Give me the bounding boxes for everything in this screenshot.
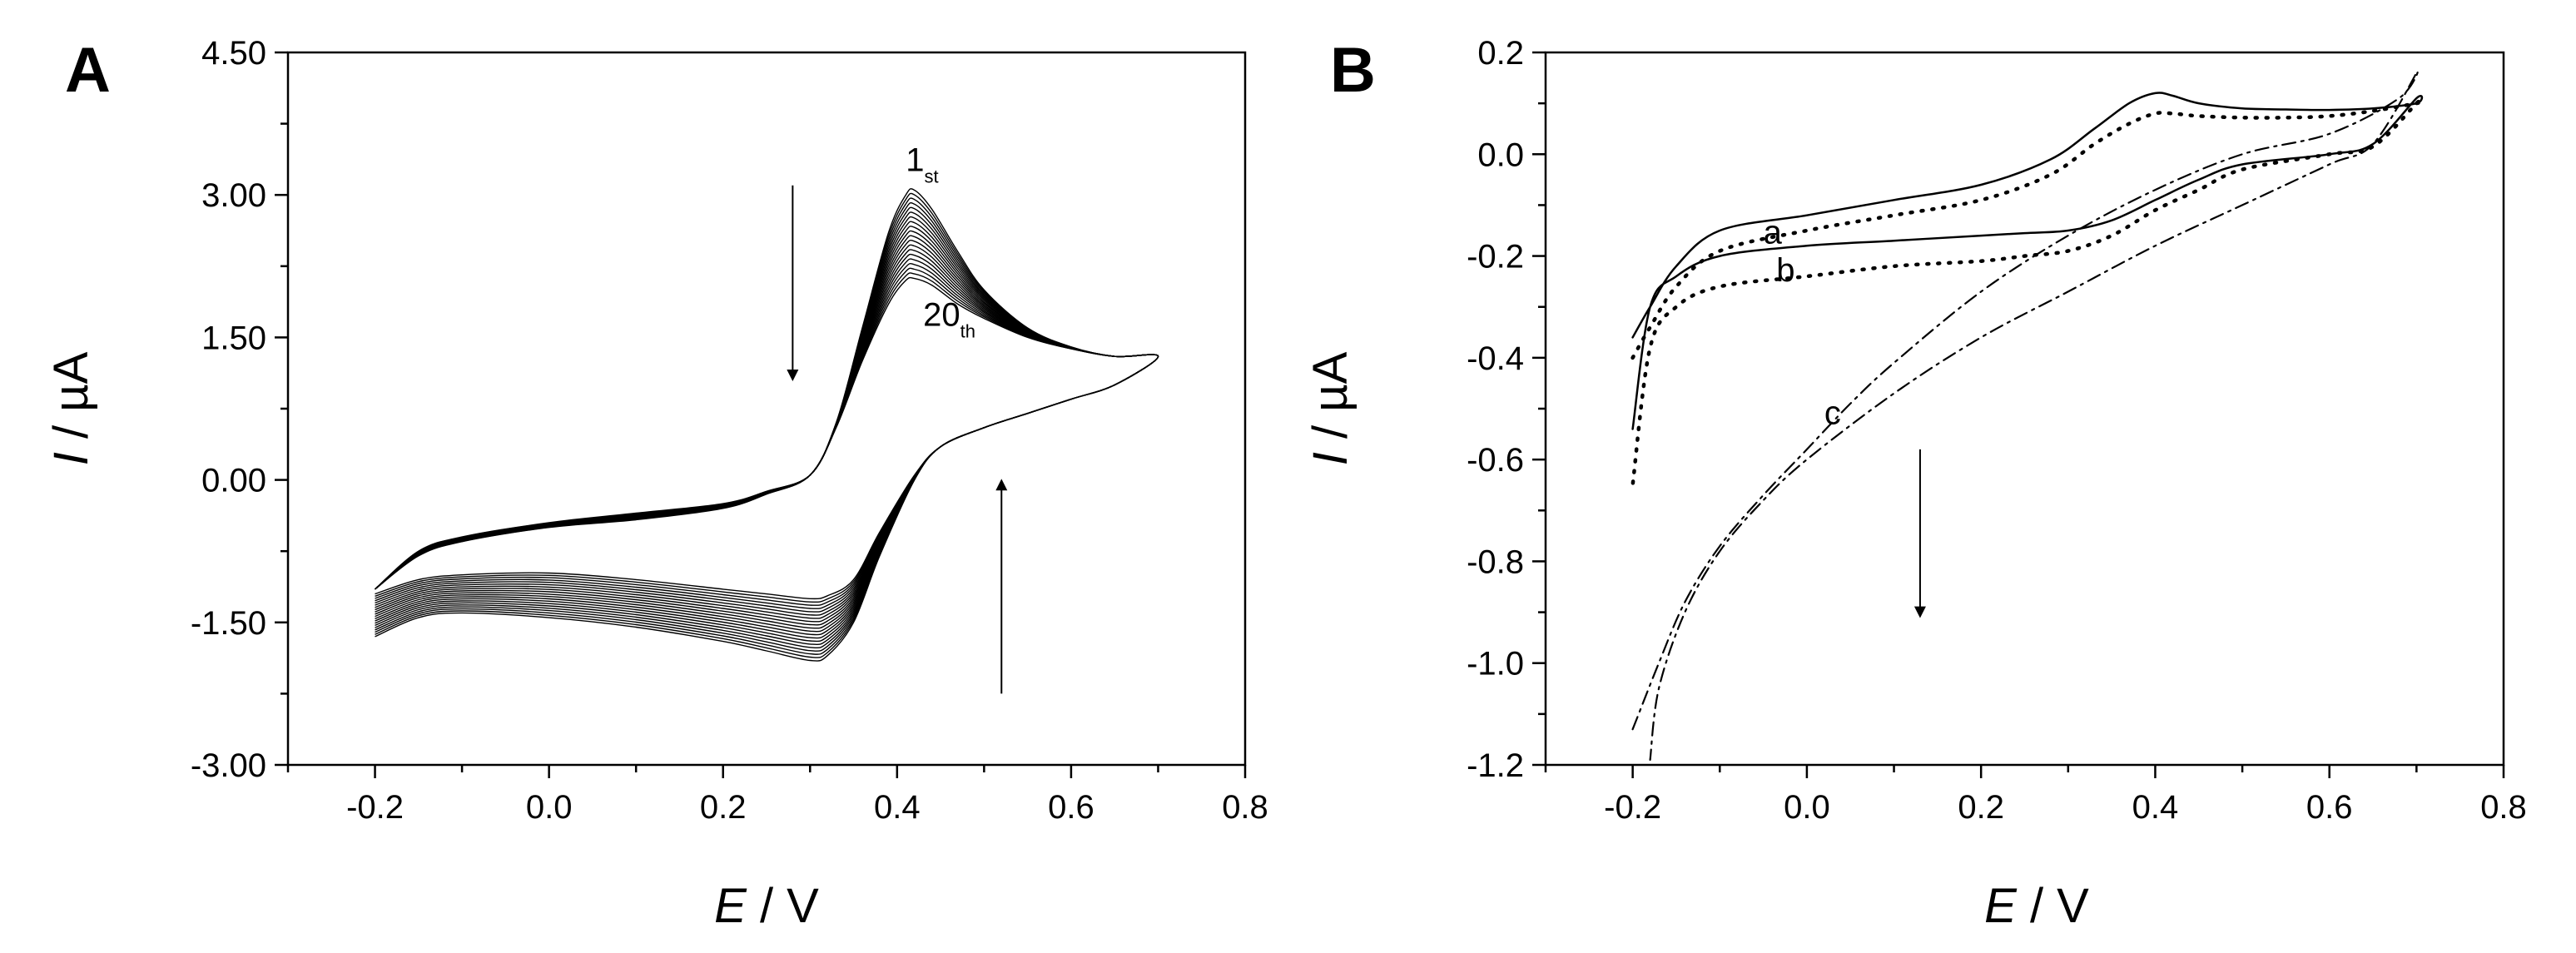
panel-a-plot-frame <box>286 51 1247 767</box>
panel-a-y-tick-label: 1.50 <box>201 320 266 356</box>
panel-b-y-tick-label: -1.0 <box>1467 646 1524 682</box>
panel-b-x-tick-label: 0.2 <box>1958 789 2004 826</box>
panel-b: B -0.2 0.0 0.2 0.4 0.6 0.8-1.2-1.0-0.8-0.6-0.… <box>1303 35 2527 933</box>
panel-a-annotation-sub: th <box>960 321 975 342</box>
panel-b-x-tick-label: 0.8 <box>2480 789 2527 826</box>
panel-b-y-tick-label: -0.8 <box>1467 544 1524 580</box>
panel-b-curves <box>1630 70 2425 761</box>
panel-a: A -0.2 0.0 0.2 0.4 0.6 0.8 -3.00 -1.50 0.00 1.50 3… <box>44 35 1268 933</box>
panel-b-series-c <box>1631 70 2419 761</box>
panel-b-series-a <box>1631 92 2424 430</box>
panel-b-x-tick-label: 0.6 <box>2306 789 2353 826</box>
panel-b-y-tick-label: 0.0 <box>1477 136 1524 173</box>
panel-a-scan-19 <box>375 272 1159 603</box>
panel-b-annotation: c <box>1824 395 1841 431</box>
panel-b-y-tick-label: -0.6 <box>1467 442 1524 479</box>
panel-a-scan-20 <box>375 276 1159 600</box>
panel-a-x-axis-label: E / V <box>714 879 819 933</box>
panel-b-series-b <box>1630 97 2425 487</box>
panel-a-x-tick-label: 0.0 <box>526 789 573 826</box>
panel-b-annotation: a <box>1764 214 1783 251</box>
panel-b-x-tick-label: 0.4 <box>2132 789 2179 826</box>
panel-a-x-tick-label: 0.2 <box>700 789 747 826</box>
panel-a-scan-15 <box>375 253 1159 616</box>
panel-a-x-tick-label: 0.4 <box>874 789 921 826</box>
panel-a-scan-18 <box>375 267 1159 606</box>
panel-b-x-tick-label: 0.0 <box>1784 789 1830 826</box>
panel-a-x-tick-label: 0.8 <box>1222 789 1268 826</box>
panel-b-x-axis-var: E <box>1984 879 2018 933</box>
panel-a-y-axis-label: I / µA <box>44 351 98 465</box>
panel-b-y-axis-unit: / µA <box>1303 351 1357 452</box>
panel-a-scan-12 <box>375 239 1159 626</box>
panel-a-x-axis-unit: / V <box>747 879 819 933</box>
panel-a-y-axis-unit: / µA <box>44 351 98 452</box>
panel-a-x-axis-var: E <box>714 879 747 933</box>
panel-a-y-tick-label: 4.50 <box>201 35 266 72</box>
panel-a-scan-10 <box>375 230 1159 633</box>
panel-a-y-tick-label: 3.00 <box>201 177 266 214</box>
panel-b-x-axis-unit: / V <box>2017 879 2089 933</box>
panel-a-scan-16 <box>375 258 1159 613</box>
panel-a-y-axis-var: I <box>44 452 98 465</box>
panel-b-ticks: -0.2 0.0 0.2 0.4 0.6 0.8 -1.2 -1.0 -0.8 -0.6 -0.4 -… <box>1467 35 2527 826</box>
panel-b-y-tick-label: -1.2 <box>1467 747 1524 784</box>
panel-b-y-tick-label: 0.2 <box>1477 35 1524 72</box>
panel-a-curves <box>375 188 1159 662</box>
panel-a-label: A <box>65 35 111 106</box>
panel-b-y-tick-label: -0.4 <box>1467 340 1524 377</box>
panel-a-scan-14 <box>375 249 1159 619</box>
panel-a-y-tick-label: 0.00 <box>201 463 266 499</box>
panel-a-y-tick-label: -3.00 <box>191 747 266 784</box>
panel-a-ticks: -0.2 0.0 0.2 0.4 0.6 0.8 -3.00 -1.50 0.00 1.50 3.0… <box>191 35 1268 826</box>
panel-b-y-axis-var: I <box>1303 452 1357 465</box>
panel-b-annotation: b <box>1776 252 1794 289</box>
panel-a-y-tick-label: -1.50 <box>191 605 266 642</box>
panel-a-x-tick-label: -0.2 <box>346 789 404 826</box>
panel-b-annotations: ab c <box>1764 214 1926 618</box>
panel-a-scan-17 <box>375 262 1159 609</box>
panel-b-y-axis-label: I / µA <box>1303 351 1357 465</box>
panel-b-x-tick-label: -0.2 <box>1604 789 1661 826</box>
panel-a-x-tick-label: 0.6 <box>1048 789 1094 826</box>
panel-a-scan-13 <box>375 244 1159 623</box>
panel-b-plot-frame <box>1544 51 2505 767</box>
panel-b-x-axis-label: E / V <box>1984 879 2089 933</box>
panel-a-scan-11 <box>375 235 1159 629</box>
panel-a-annotation-sub: st <box>925 166 939 187</box>
panel-b-label: B <box>1330 35 1376 106</box>
panel-b-y-tick-label: -0.2 <box>1467 239 1524 275</box>
panel-a-annotation: 1st <box>906 142 938 187</box>
